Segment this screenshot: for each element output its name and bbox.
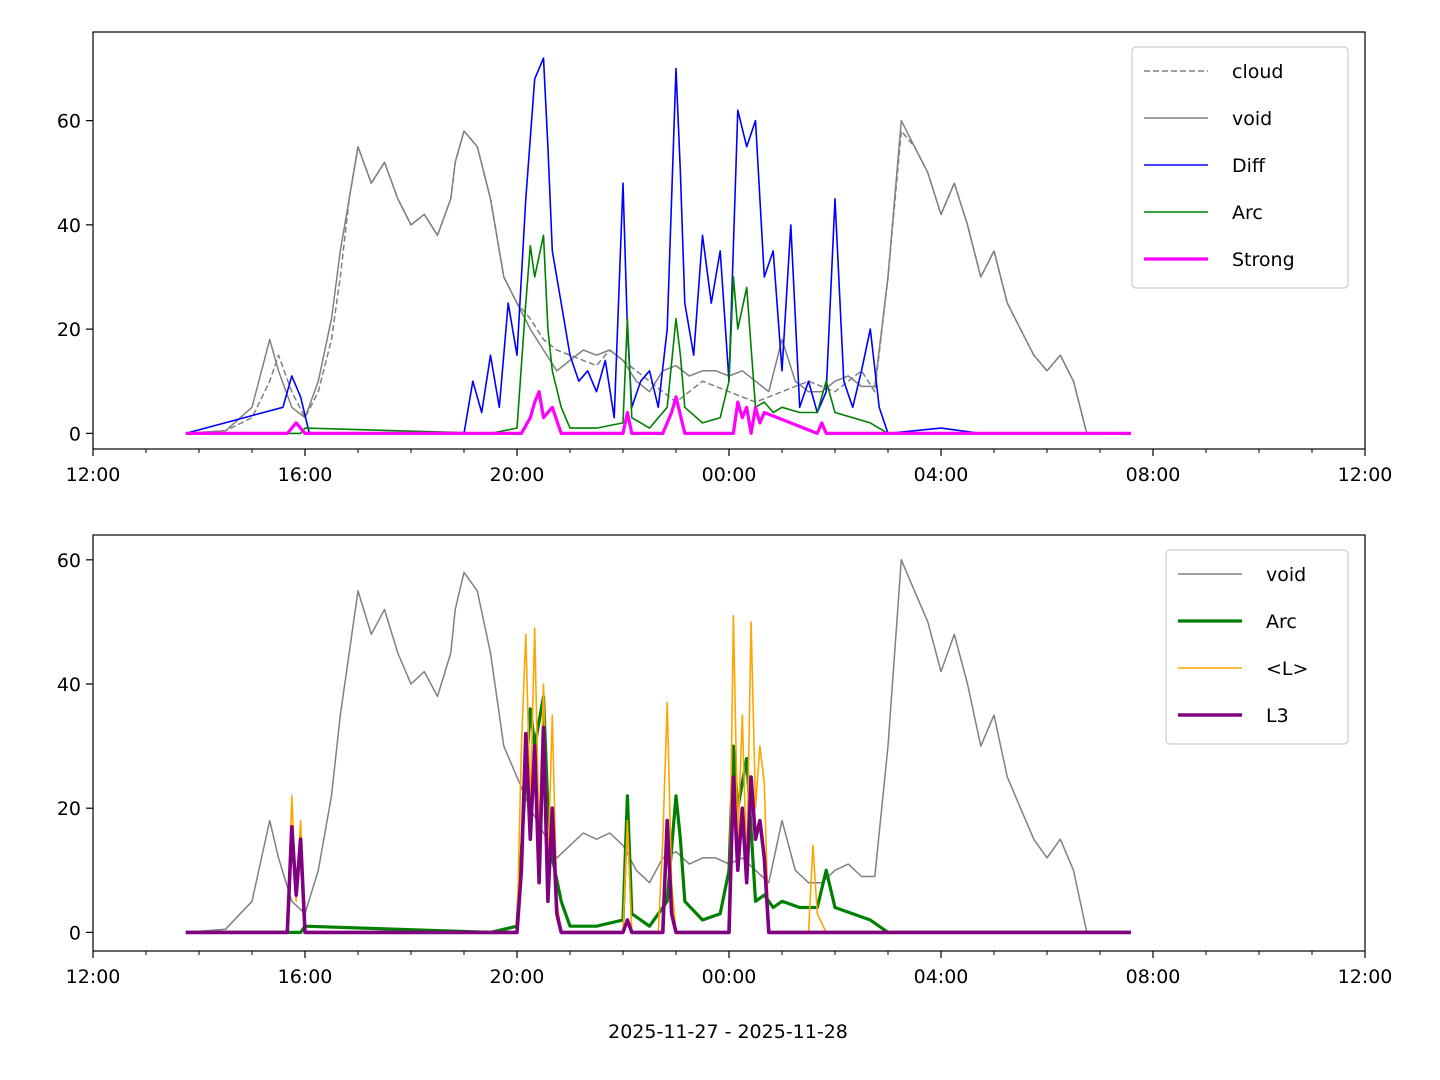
top-panel: 0 20 40 60 12:00 16:00 20:00 00:00 04:00 08:00 12:…	[57, 31, 1393, 486]
series-line-void	[185, 119, 1131, 435]
x-tick-label: 12:00	[1338, 966, 1393, 988]
series-line-strong	[185, 390, 1131, 435]
bottom-panel: 0 20 40 60 12:00 16:00 20:00 00:00 04:00 08:00 12:…	[57, 534, 1393, 988]
y-tick-label: 0	[69, 423, 81, 445]
legend-box	[1165, 549, 1349, 745]
legend-label: <L>	[1266, 658, 1308, 680]
legend-label: Strong	[1232, 249, 1295, 271]
y-tick-label: 20	[57, 319, 81, 341]
x-tick-label: 04:00	[914, 966, 969, 988]
y-tick-label: 40	[57, 215, 81, 237]
series-line-void	[185, 559, 1131, 934]
y-tick-label: 20	[57, 798, 81, 820]
series-line-arc	[185, 694, 1131, 935]
x-tick-label: 08:00	[1126, 464, 1181, 486]
legend-label: L3	[1266, 705, 1289, 727]
legend: cloud void Diff Arc Strong	[1131, 46, 1349, 289]
x-tick-label: 12:00	[1338, 464, 1393, 486]
x-tick-label: 00:00	[702, 464, 757, 486]
x-tick-label: 12:00	[66, 966, 121, 988]
legend-label: Arc	[1232, 202, 1263, 224]
legend-label: void	[1232, 108, 1272, 130]
y-tick-label: 40	[57, 674, 81, 696]
series-line-arc	[185, 234, 1131, 435]
x-tick-label: 12:00	[66, 464, 121, 486]
x-axis-label: 2025-11-27 - 2025-11-28	[608, 1021, 848, 1043]
y-tick-label: 0	[69, 922, 81, 944]
legend-box	[1131, 46, 1349, 289]
x-tick-label: 04:00	[914, 464, 969, 486]
y-tick-label: 60	[57, 550, 81, 572]
x-tick-label: 20:00	[490, 966, 545, 988]
plot-area	[185, 559, 1131, 935]
x-tick-label: 16:00	[278, 464, 333, 486]
legend-label: cloud	[1232, 61, 1283, 83]
legend: void Arc <L> L3	[1165, 549, 1349, 745]
series-line-l3	[185, 725, 1131, 935]
legend-label: void	[1266, 564, 1306, 586]
legend-label: Diff	[1232, 155, 1266, 177]
x-tick-label: 16:00	[278, 966, 333, 988]
x-tick-label: 08:00	[1126, 966, 1181, 988]
legend-label: Arc	[1266, 611, 1297, 633]
plot-area	[185, 57, 1131, 435]
x-tick-label: 00:00	[702, 966, 757, 988]
series-line-diff	[185, 57, 1131, 435]
x-tick-label: 20:00	[490, 464, 545, 486]
y-tick-label: 60	[57, 111, 81, 133]
